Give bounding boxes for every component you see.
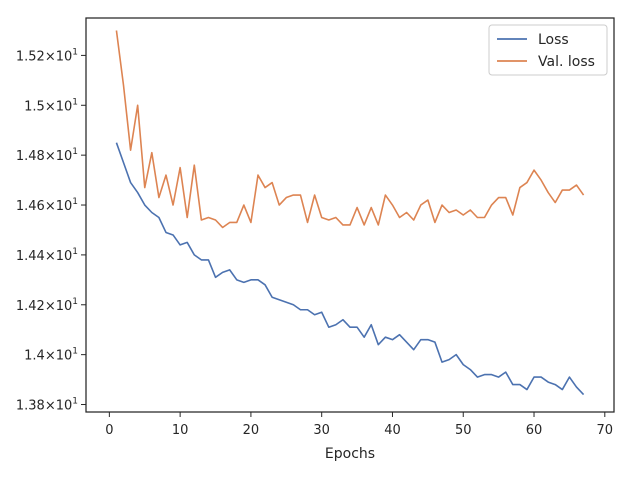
series-layer (115, 30, 585, 396)
plot-frame (85, 17, 615, 413)
series-line-val-loss (115, 30, 585, 229)
y-tick-label: 1.46×101 (16, 197, 78, 214)
legend: Loss Val. loss (488, 24, 608, 76)
x-tick-label: 20 (243, 423, 260, 438)
y-tick-label: 1.52×101 (16, 47, 78, 64)
x-axis: 0 10 20 30 40 50 60 70 (105, 412, 613, 438)
x-tick-label: 40 (384, 423, 401, 438)
plot-area (85, 17, 615, 413)
x-tick-label: 60 (526, 423, 543, 438)
series-line-loss (115, 142, 585, 396)
x-tick-label: 50 (455, 423, 472, 438)
x-axis-title: Epochs (325, 446, 375, 462)
x-tick-label: 10 (172, 423, 189, 438)
y-tick-label: 1.5×101 (24, 97, 78, 114)
y-tick-label: 1.44×101 (16, 247, 78, 264)
x-tick-label: 70 (597, 423, 614, 438)
y-tick-label: 1.42×101 (16, 297, 78, 314)
x-tick-label: 30 (313, 423, 330, 438)
legend-label: Val. loss (538, 54, 595, 70)
y-axis: 1.38×101 1.4×101 1.42×101 1.44×101 1.46×101 1… (16, 47, 86, 414)
y-tick-label: 1.48×101 (16, 147, 78, 164)
legend-label: Loss (538, 32, 569, 48)
y-tick-label: 1.38×101 (16, 397, 78, 414)
y-tick-label: 1.4×101 (24, 347, 78, 364)
legend-box (488, 24, 608, 76)
x-tick-label: 0 (105, 423, 113, 438)
